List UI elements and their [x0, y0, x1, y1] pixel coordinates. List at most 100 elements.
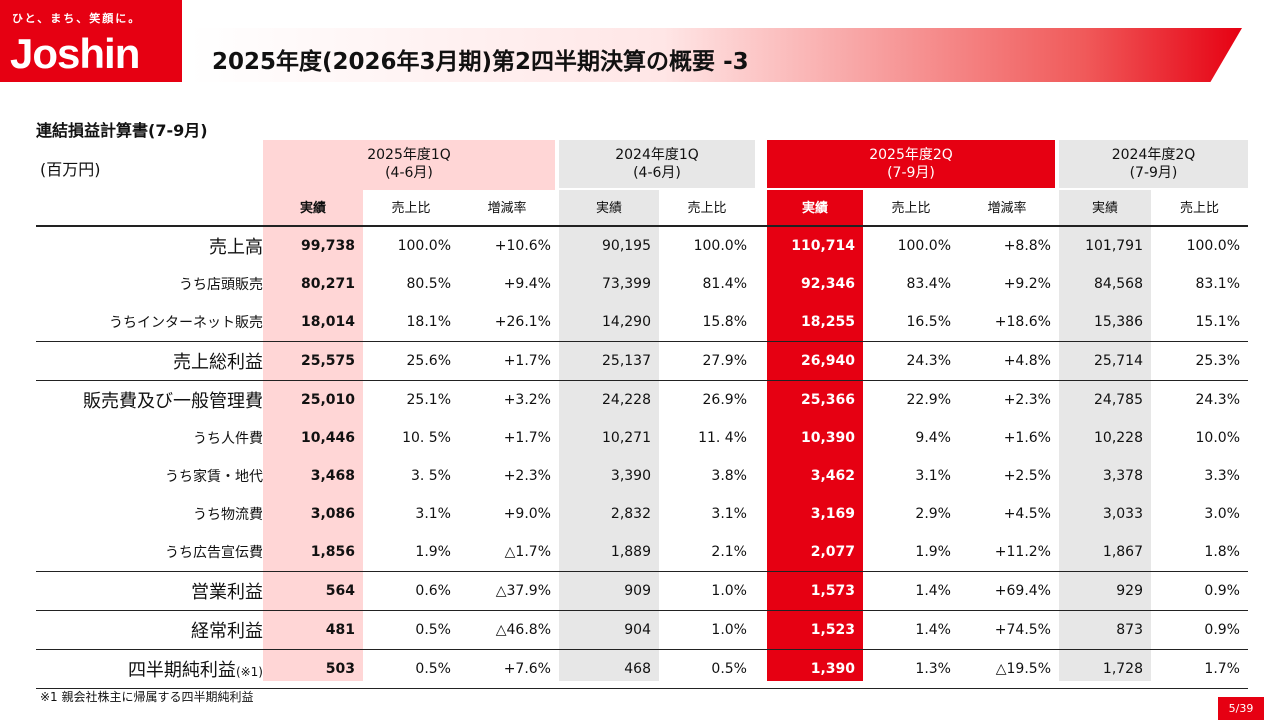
brand-name: Joshin [10, 30, 140, 77]
value-cell: 1,573 [767, 571, 863, 611]
value-cell: 1,889 [610, 544, 651, 560]
ratio-cell: 24.3% [1151, 380, 1248, 419]
value-cell: 25,575 [263, 341, 363, 381]
value-cell: 110,714 [767, 226, 863, 265]
table-row: うちインターネット販売 18,014 18.1% +26.1% 14,290 15.8% 1… [36, 303, 1248, 342]
gap-cell [755, 457, 767, 495]
ratio-cell: 3.8% [711, 468, 747, 484]
column-group-2024q1: 2024年度1Q (4-6月) [615, 147, 699, 181]
row-label-text: 売上高 [209, 237, 263, 258]
value-cell: 18,014 [300, 314, 355, 330]
row-label: うち家賃・地代 [36, 457, 263, 495]
change-cell: △19.5% [959, 649, 1059, 689]
subheader-actual: 実績 [595, 201, 622, 216]
change-cell: △37.9% [459, 571, 559, 611]
change-cell: +2.3% [959, 380, 1059, 419]
change-cell: +4.5% [1003, 506, 1051, 522]
change-cell: +9.2% [1003, 276, 1051, 292]
ratio-cell: 1.7% [1151, 649, 1248, 689]
change-cell: △1.7% [504, 544, 551, 560]
row-label: 売上高 [36, 226, 263, 265]
row-label: うち人件費 [36, 419, 263, 457]
row-label: 販売費及び一般管理費 [36, 380, 263, 419]
ratio-cell: 0.9% [1151, 571, 1248, 611]
ratio-cell: 1.9% [415, 544, 451, 560]
change-cell: +9.0% [503, 506, 551, 522]
unit-label: (百万円) [40, 160, 101, 179]
ratio-cell: 3.1% [711, 506, 747, 522]
gap-cell [755, 419, 767, 457]
value-cell: 1,728 [1059, 649, 1151, 689]
table-row: うち人件費 10,446 10. 5% +1.7% 10,271 11. 4% 10,390… [36, 419, 1248, 457]
ratio-cell: 1.4% [863, 610, 959, 650]
row-label-note: (※1) [235, 665, 263, 679]
ratio-cell: 1.3% [863, 649, 959, 689]
subheader-ratio: 売上比 [687, 201, 727, 216]
ratio-cell: 83.1% [1195, 276, 1240, 292]
value-cell: 10,271 [602, 430, 651, 446]
value-cell: 90,195 [559, 226, 659, 265]
change-cell: +3.2% [459, 380, 559, 419]
table-row: うち家賃・地代 3,468 3. 5% +2.3% 3,390 3.8% 3,462 3.1%… [36, 457, 1248, 495]
value-cell: 1,867 [1102, 544, 1143, 560]
table-row: 経常利益 481 0.5% △46.8% 904 1.0% 1,523 1.4% +74.5% 8… [36, 610, 1248, 650]
ratio-cell: 3.0% [1204, 506, 1240, 522]
value-cell: 3,378 [1102, 468, 1143, 484]
row-label-text: うち物流費 [193, 507, 263, 523]
page-title: 2025年度(2026年3月期)第2四半期決算の概要 -3 [212, 49, 749, 75]
change-cell: +2.3% [503, 468, 551, 484]
ratio-cell: 9.4% [915, 430, 951, 446]
column-group-2025q1: 2025年度1Q (4-6月) [367, 147, 451, 181]
change-cell: +2.5% [1003, 468, 1051, 484]
gap-cell [755, 610, 767, 650]
value-cell: 25,714 [1059, 341, 1151, 381]
change-cell: +18.6% [994, 314, 1051, 330]
change-cell: +1.7% [503, 430, 551, 446]
value-cell: 3,390 [610, 468, 651, 484]
ratio-cell: 3.1% [415, 506, 451, 522]
value-cell: 10,446 [300, 430, 355, 446]
value-cell: 10,390 [800, 430, 855, 446]
value-cell: 15,386 [1094, 314, 1143, 330]
shade-2024q1-head [559, 140, 755, 188]
ratio-cell: 100.0% [1151, 226, 1248, 265]
value-cell: 10,228 [1094, 430, 1143, 446]
value-cell: 1,523 [767, 610, 863, 650]
table-row: 販売費及び一般管理費 25,010 25.1% +3.2% 24,228 26.9% 25,… [36, 380, 1248, 419]
row-label: うち店頭販売 [36, 265, 263, 303]
row-label: 四半期純利益(※1) [36, 649, 263, 689]
value-cell: 873 [1059, 610, 1151, 650]
row-label: 経常利益 [36, 610, 263, 650]
row-label: うち広告宣伝費 [36, 533, 263, 572]
ratio-cell: 100.0% [363, 226, 459, 265]
value-cell: 3,169 [810, 506, 855, 522]
row-label-text: うち家賃・地代 [165, 469, 263, 485]
shade-2024q2-head [1059, 140, 1248, 188]
gap-cell [755, 265, 767, 303]
table-row: 営業利益 564 0.6% △37.9% 909 1.0% 1,573 1.4% +69.4% 9… [36, 571, 1248, 611]
value-cell: 24,228 [559, 380, 659, 419]
ratio-cell: 1.4% [863, 571, 959, 611]
gap-cell [755, 380, 767, 419]
ratio-cell: 27.9% [659, 341, 755, 381]
ratio-cell: 0.5% [363, 610, 459, 650]
row-label-text: 四半期純利益 [127, 660, 236, 681]
gap-cell [755, 341, 767, 381]
row-label-text: 販売費及び一般管理費 [83, 391, 263, 412]
ratio-cell: 25.3% [1151, 341, 1248, 381]
brand-tagline: ひと、まち、笑顔に。 [12, 12, 142, 25]
value-cell: 3,468 [310, 468, 355, 484]
ratio-cell: 3.1% [915, 468, 951, 484]
change-cell: +8.8% [959, 226, 1059, 265]
row-label-text: うち広告宣伝費 [165, 545, 263, 561]
value-cell: 3,462 [810, 468, 855, 484]
column-group-2024q2: 2024年度2Q (7-9月) [1111, 147, 1196, 181]
value-cell: 14,290 [602, 314, 651, 330]
ratio-cell: 100.0% [659, 226, 755, 265]
value-cell: 25,366 [767, 380, 863, 419]
ratio-cell: 2.1% [711, 544, 747, 560]
row-label: うちインターネット販売 [36, 303, 263, 342]
shade-2025q2-head [767, 140, 1055, 188]
ratio-cell: 15.1% [1195, 314, 1240, 330]
gap-cell [755, 571, 767, 611]
